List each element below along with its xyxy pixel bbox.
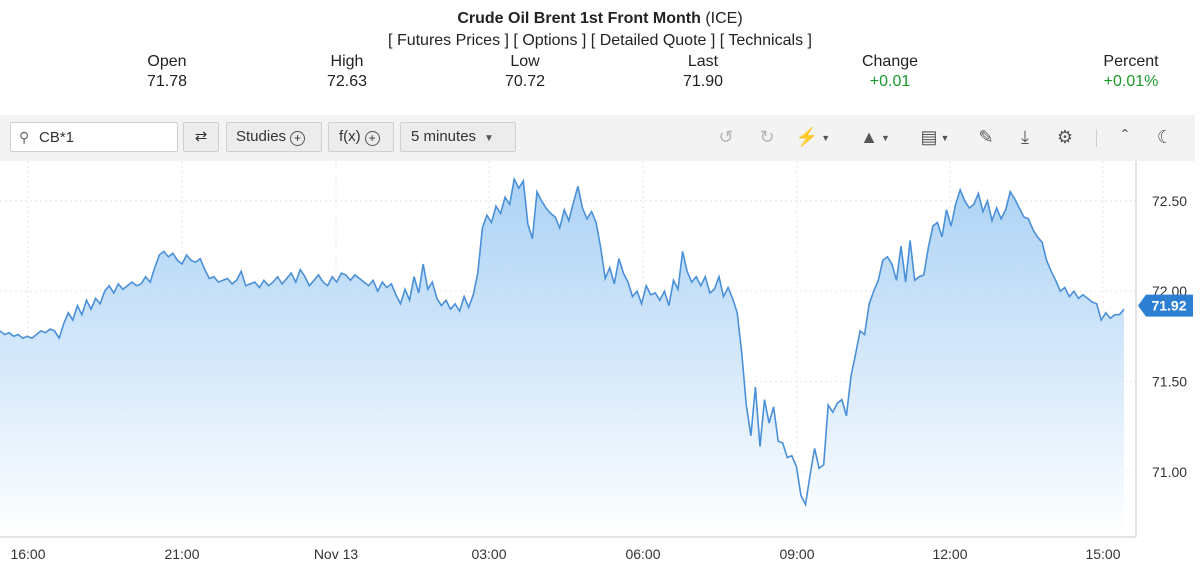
link-technicals[interactable]: Technicals [728, 32, 804, 49]
fx-button[interactable]: f(x) + [328, 122, 394, 152]
stat-percent: Percent +0.01% [1071, 52, 1191, 92]
x-tick-label: 06:00 [625, 546, 660, 562]
y-tick-label: 72.50 [1152, 193, 1187, 209]
stat-change: Change +0.01 [830, 52, 950, 92]
chart-title: Crude Oil Brent 1st Front Month (ICE) [0, 10, 1200, 28]
x-tick-label: 16:00 [10, 546, 45, 562]
download-icon[interactable]: ⤓ [1021, 127, 1029, 147]
stat-open: Open 71.78 [107, 52, 227, 92]
stat-value: +0.01% [1103, 73, 1159, 90]
stat-high: High 72.63 [287, 52, 407, 92]
plus-circle-icon: + [364, 131, 380, 146]
x-tick-label: 15:00 [1085, 546, 1120, 562]
quote-stats: Open 71.78 High 72.63 Low 70.72 Last 71.… [0, 52, 1200, 96]
plus-circle-icon: + [290, 131, 306, 146]
chart-style-icon[interactable]: ▲ ▼ [860, 127, 890, 147]
last-price-badge [1138, 294, 1193, 317]
swap-symbol-button[interactable]: ⇄ [183, 122, 219, 152]
y-tick-label: 71.00 [1152, 464, 1187, 480]
stat-label: High [330, 53, 364, 70]
x-tick-label: Nov 13 [314, 546, 359, 562]
x-tick-label: 12:00 [932, 546, 967, 562]
link-futures-prices[interactable]: Futures Prices [396, 32, 501, 49]
pencil-icon[interactable]: ✎ [978, 127, 994, 147]
stat-value: 72.63 [326, 73, 368, 90]
link-detailed-quote[interactable]: Detailed Quote [599, 32, 707, 49]
undo-icon[interactable]: ↺ [718, 127, 734, 147]
stat-label: Last [687, 53, 719, 70]
interval-select[interactable]: 5 minutes ▼ [400, 122, 516, 152]
price-area [0, 179, 1124, 537]
gear-icon[interactable]: ⚙ [1056, 127, 1074, 147]
instrument-name: Crude Oil Brent 1st Front Month [457, 10, 701, 27]
x-tick-label: 03:00 [471, 546, 506, 562]
stat-value: 71.90 [682, 73, 724, 90]
studies-label: Studies [236, 128, 287, 145]
quote-links: [ Futures Prices ] [ Options ] [ Detaile… [388, 32, 812, 49]
stat-label: Low [510, 53, 540, 70]
lightning-icon[interactable]: ⚡ ▼ [795, 127, 831, 147]
price-line [0, 176, 1125, 508]
swap-icon: ⇄ [194, 128, 208, 145]
stat-low: Low 70.72 [465, 52, 585, 92]
stat-label: Open [147, 53, 187, 70]
collapse-icon[interactable]: ˆ [1122, 127, 1128, 147]
fx-label: f(x) [339, 128, 361, 145]
link-options[interactable]: Options [522, 32, 578, 49]
symbol-search[interactable]: ⚲ [10, 122, 178, 152]
stat-value: 70.72 [504, 73, 546, 90]
stat-value: 71.78 [146, 73, 188, 90]
symbol-input[interactable] [39, 126, 169, 148]
interval-label: 5 minutes [411, 128, 477, 145]
redo-icon[interactable]: ↻ [759, 127, 775, 147]
stat-label: Change [861, 53, 919, 70]
x-tick-label: 21:00 [164, 546, 199, 562]
x-tick-label: 09:00 [779, 546, 814, 562]
exchange-name: (ICE) [705, 10, 743, 27]
last-price-label: 71.92 [1151, 298, 1186, 314]
layout-icon[interactable]: ▤ ▼ [920, 127, 950, 147]
y-tick-label: 71.50 [1152, 374, 1187, 390]
stat-last: Last 71.90 [643, 52, 763, 92]
chevron-down-icon: ▼ [484, 133, 494, 144]
search-icon: ⚲ [19, 129, 30, 145]
stat-label: Percent [1103, 53, 1159, 70]
studies-button[interactable]: Studies + [226, 122, 322, 152]
stat-value: +0.01 [869, 73, 911, 90]
moon-icon[interactable]: ☾ [1156, 127, 1174, 147]
chart-toolbar: ⚲ ⇄ Studies+ f(x)+ 5 minutes▼ ↺ ↻ ⚡▼ ▲▼ … [0, 115, 1195, 161]
toolbar-divider [1096, 129, 1097, 147]
